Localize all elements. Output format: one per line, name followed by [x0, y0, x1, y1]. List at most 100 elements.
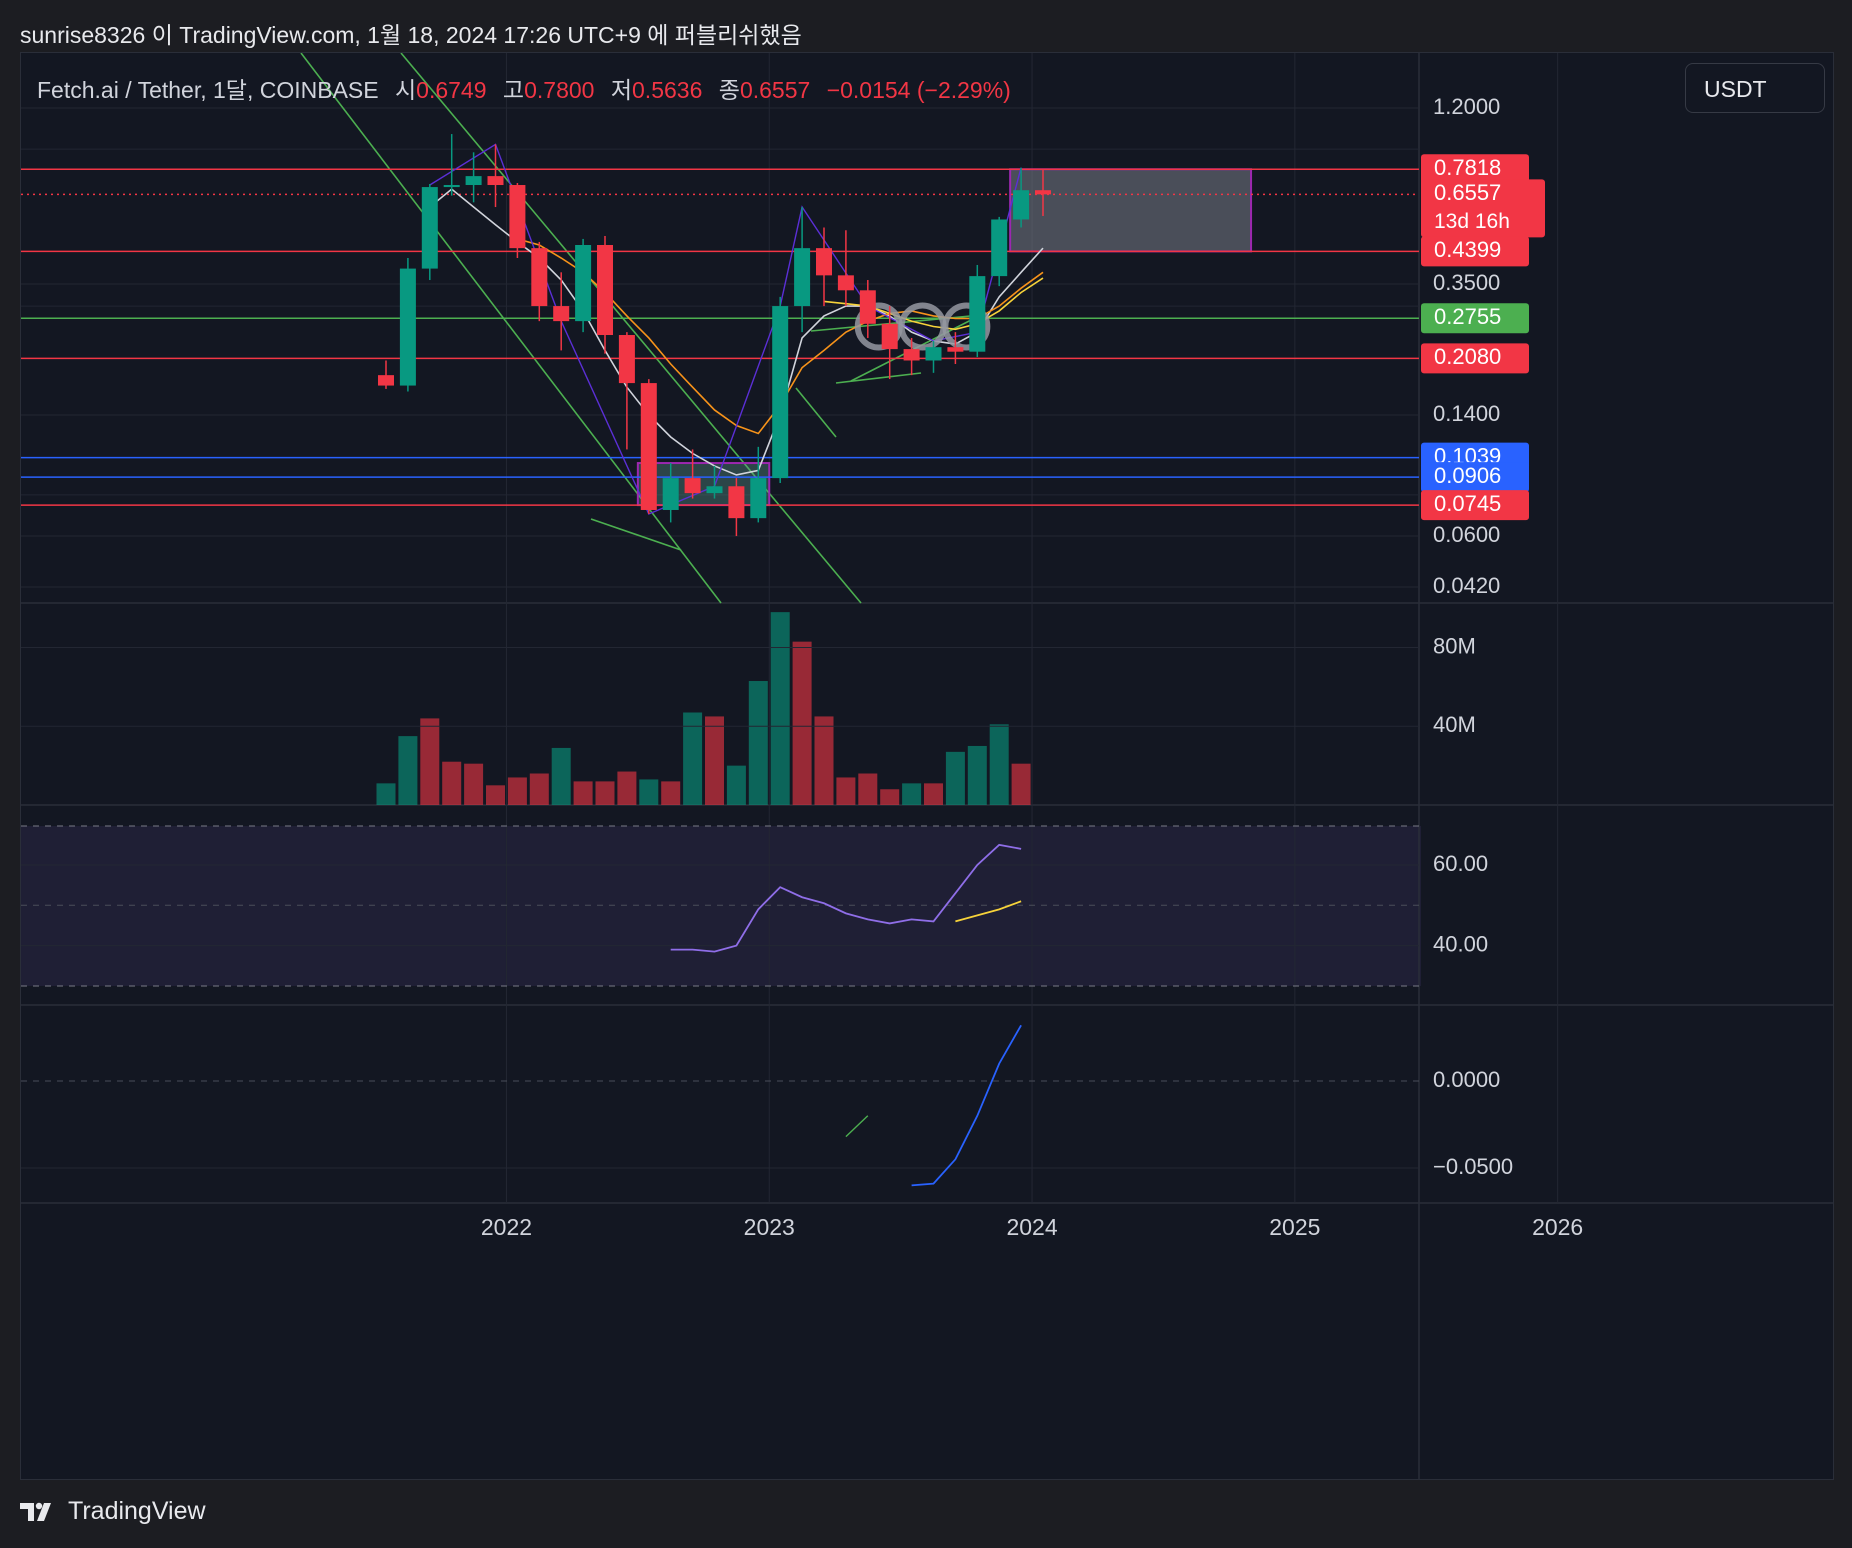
currency-button[interactable]: USDT — [1685, 63, 1825, 113]
price-level-tag — [1421, 303, 1529, 334]
volume-tick-label: 40M — [1433, 712, 1476, 737]
time-tick-label: 2026 — [1532, 1214, 1583, 1240]
volume-bar — [507, 777, 527, 805]
volume-bar — [639, 779, 659, 805]
price-tick-label: 1.2000 — [1433, 94, 1500, 119]
volume-bar — [902, 783, 922, 805]
ohlc-legend: Fetch.ai / Tether, 1달, COINBASE 시0.6749 … — [37, 71, 1011, 105]
price-level-tag-value: 0.2755 — [1434, 304, 1501, 329]
zone-box — [1009, 168, 1253, 253]
volume-bar — [814, 716, 834, 805]
time-tick-label: 2024 — [1006, 1214, 1057, 1240]
rsi-band — [21, 826, 1421, 986]
high-label: 고 — [502, 77, 525, 103]
volume-bar — [398, 736, 418, 805]
candle-body — [640, 383, 657, 510]
price-level-tag — [1421, 179, 1545, 238]
publish-caption: sunrise8326 이 TradingView.com, 1월 18, 20… — [20, 22, 802, 48]
volume-bar — [595, 781, 615, 805]
price-level-tag-value: 0.2080 — [1434, 344, 1501, 369]
price-level-tag-value: 0.7818 — [1434, 155, 1501, 180]
countdown-label: 13d 16h — [1434, 210, 1510, 233]
price-level-tag — [1421, 490, 1529, 521]
time-tick-label: 2023 — [744, 1214, 795, 1240]
tradingview-brand[interactable]: TradingView — [20, 1497, 206, 1526]
low-label: 저 — [610, 77, 633, 103]
volume-bar — [551, 747, 571, 805]
volume-bar — [420, 718, 440, 805]
candle-body — [991, 219, 1008, 277]
volume-bar — [661, 781, 681, 805]
volume-tick-label: 80M — [1433, 633, 1476, 658]
close-value: 0.6557 — [739, 77, 811, 103]
candle-body — [772, 306, 789, 479]
open-value: 0.6749 — [416, 77, 487, 103]
candle-body — [859, 290, 876, 324]
candle-body — [378, 375, 394, 386]
macd-signal-line — [845, 1115, 869, 1138]
candle-body — [750, 478, 767, 519]
candle-body — [706, 486, 723, 494]
volume-bar — [376, 783, 396, 805]
symbol-title[interactable]: Fetch.ai / Tether, 1달, COINBASE — [37, 77, 379, 103]
candle-body — [618, 335, 635, 384]
tradingview-logo-icon — [20, 1502, 51, 1521]
candle-body — [1013, 190, 1030, 220]
candle-body — [794, 248, 811, 307]
candle-body — [1035, 190, 1051, 195]
volume-bar — [967, 745, 987, 805]
price-level-tag-value: 0.4399 — [1434, 237, 1501, 262]
price-level-tag — [1421, 462, 1529, 493]
rsi-signal-line — [955, 900, 1022, 923]
candle-body — [575, 245, 592, 322]
pattern-circle-marker — [942, 302, 991, 351]
candle-body — [597, 245, 613, 336]
candle-body — [531, 248, 548, 307]
candle-body — [816, 248, 832, 276]
volume-bar — [924, 783, 943, 805]
candle-body — [509, 185, 526, 249]
volume-bar — [945, 751, 965, 805]
candle-body — [662, 478, 679, 510]
volume-bar — [792, 641, 812, 805]
candle-body — [925, 347, 942, 361]
candle-body — [443, 185, 460, 188]
rsi-line — [670, 843, 1022, 953]
volume-bar — [705, 716, 724, 805]
low-value: 0.5636 — [632, 77, 703, 103]
chart-canvas[interactable]: 1.20000.35000.14000.06000.04200.78180.65… — [21, 53, 1833, 1479]
volume-bar — [858, 773, 878, 805]
chart-frame[interactable]: 1.2000 0.3500 0.1400 0.0600 0.0420 0.7818 0.65… — [20, 52, 1834, 1480]
candle-body — [728, 486, 745, 519]
macd-tick-label: −0.0500 — [1433, 1154, 1513, 1179]
macd-line — [911, 1024, 1022, 1187]
volume-bar — [726, 765, 746, 805]
candle-body — [684, 478, 701, 494]
change-value: −0.0154 (−2.29%) — [826, 77, 1011, 103]
candle-body — [465, 176, 482, 186]
price-level-tag-value: 0.6557 — [1434, 180, 1501, 205]
price-tick-label: 0.1400 — [1433, 401, 1500, 426]
candle-body — [487, 176, 504, 186]
volume-bar — [617, 771, 637, 805]
volume-bar — [1011, 763, 1031, 805]
candle-body — [947, 347, 964, 352]
rsi-tick-label: 40.00 — [1433, 931, 1488, 956]
volume-bar — [442, 761, 462, 805]
volume-bar — [880, 789, 900, 805]
trend-line — [400, 53, 862, 604]
high-value: 0.7800 — [524, 77, 595, 103]
volume-bar — [464, 763, 484, 805]
candle-body — [421, 187, 438, 269]
volume-bar — [529, 773, 549, 805]
volume-bar — [748, 681, 768, 805]
brand-label: TradingView — [68, 1497, 206, 1525]
open-label: 시 — [395, 77, 417, 103]
price-tick-label: 0.3500 — [1433, 270, 1500, 295]
candle-body — [969, 276, 986, 352]
candle-body — [553, 306, 570, 322]
volume-bar — [989, 724, 1009, 805]
price-level-tag — [1421, 236, 1529, 267]
candle-body — [399, 268, 416, 386]
candle-body — [881, 323, 898, 350]
